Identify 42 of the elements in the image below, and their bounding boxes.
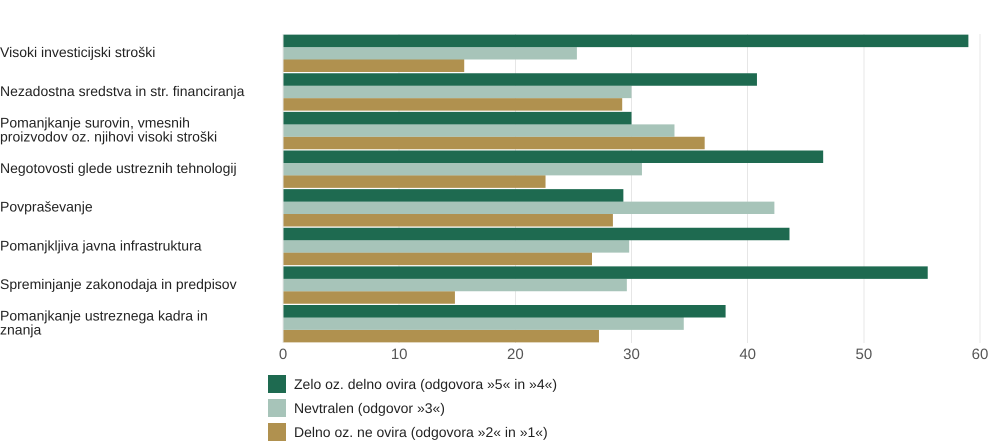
bar bbox=[284, 240, 630, 253]
bar bbox=[284, 278, 627, 292]
bar bbox=[284, 162, 642, 176]
bar bbox=[284, 330, 599, 342]
y-tick-label: Visoki investicijski stroški bbox=[0, 44, 156, 60]
bar bbox=[284, 291, 455, 304]
bar bbox=[284, 124, 674, 137]
bar bbox=[284, 228, 790, 240]
bar bbox=[284, 266, 928, 279]
bar bbox=[284, 47, 577, 60]
x-tick-label: 0 bbox=[278, 346, 288, 364]
bar bbox=[284, 60, 464, 72]
x-tick-label: 60 bbox=[972, 346, 988, 364]
bar bbox=[284, 214, 613, 227]
bar bbox=[284, 150, 824, 163]
bar bbox=[284, 73, 757, 86]
x-tick-label: 20 bbox=[506, 346, 524, 364]
y-tick-label: Spreminjanje zakonodaja in predpisov bbox=[0, 276, 237, 292]
bar bbox=[284, 175, 546, 188]
legend-label: Zelo oz. delno ovira (odgovora »5« in »4«) bbox=[294, 376, 558, 392]
y-tick-label: Pomanjkljiva javna infrastruktura bbox=[0, 237, 202, 254]
x-tick-label: 10 bbox=[390, 346, 408, 364]
bar bbox=[284, 136, 705, 150]
y-tick-label: Povpraševanje bbox=[0, 198, 93, 215]
bar bbox=[284, 34, 968, 48]
x-tick-label: 30 bbox=[623, 346, 640, 364]
bar bbox=[284, 98, 622, 111]
legend-label: Nevtralen (odgovor »3«) bbox=[294, 400, 445, 416]
bar bbox=[284, 202, 774, 214]
x-tick-label: 50 bbox=[855, 346, 872, 364]
bar bbox=[284, 317, 684, 330]
legend-label: Delno oz. ne ovira (odgovora »2« in »1«) bbox=[294, 424, 548, 440]
y-tick-label: Negotovosti glede ustreznih tehnologij bbox=[0, 160, 237, 176]
bar bbox=[284, 304, 726, 318]
bar bbox=[284, 252, 592, 266]
bar bbox=[284, 189, 624, 202]
y-tick-label: Nezadostna sredstva in str. financiranja bbox=[0, 82, 245, 99]
y-tick-label: Pomanjkanje ustreznega kadra in znanja bbox=[0, 308, 208, 338]
x-tick-label: 40 bbox=[739, 346, 756, 364]
bar bbox=[284, 86, 632, 98]
bar bbox=[284, 112, 632, 124]
y-tick-label: Pomanjkanje surovin, vmesnih proizvodov oz. njihovi visoki stroški bbox=[0, 114, 218, 144]
